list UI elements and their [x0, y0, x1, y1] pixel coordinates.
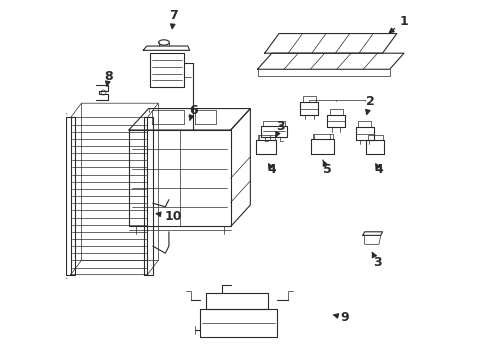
Text: 10: 10	[156, 210, 182, 223]
Text: 6: 6	[189, 104, 197, 120]
Text: 4: 4	[374, 163, 383, 176]
Text: 8: 8	[104, 70, 113, 86]
Text: 1: 1	[390, 14, 408, 33]
Text: 9: 9	[334, 311, 349, 324]
Text: 7: 7	[169, 9, 178, 29]
Text: 2: 2	[366, 95, 374, 114]
Text: 4: 4	[268, 163, 276, 176]
Text: 5: 5	[323, 160, 332, 176]
Text: 3: 3	[276, 120, 285, 136]
Text: 3: 3	[372, 252, 382, 269]
